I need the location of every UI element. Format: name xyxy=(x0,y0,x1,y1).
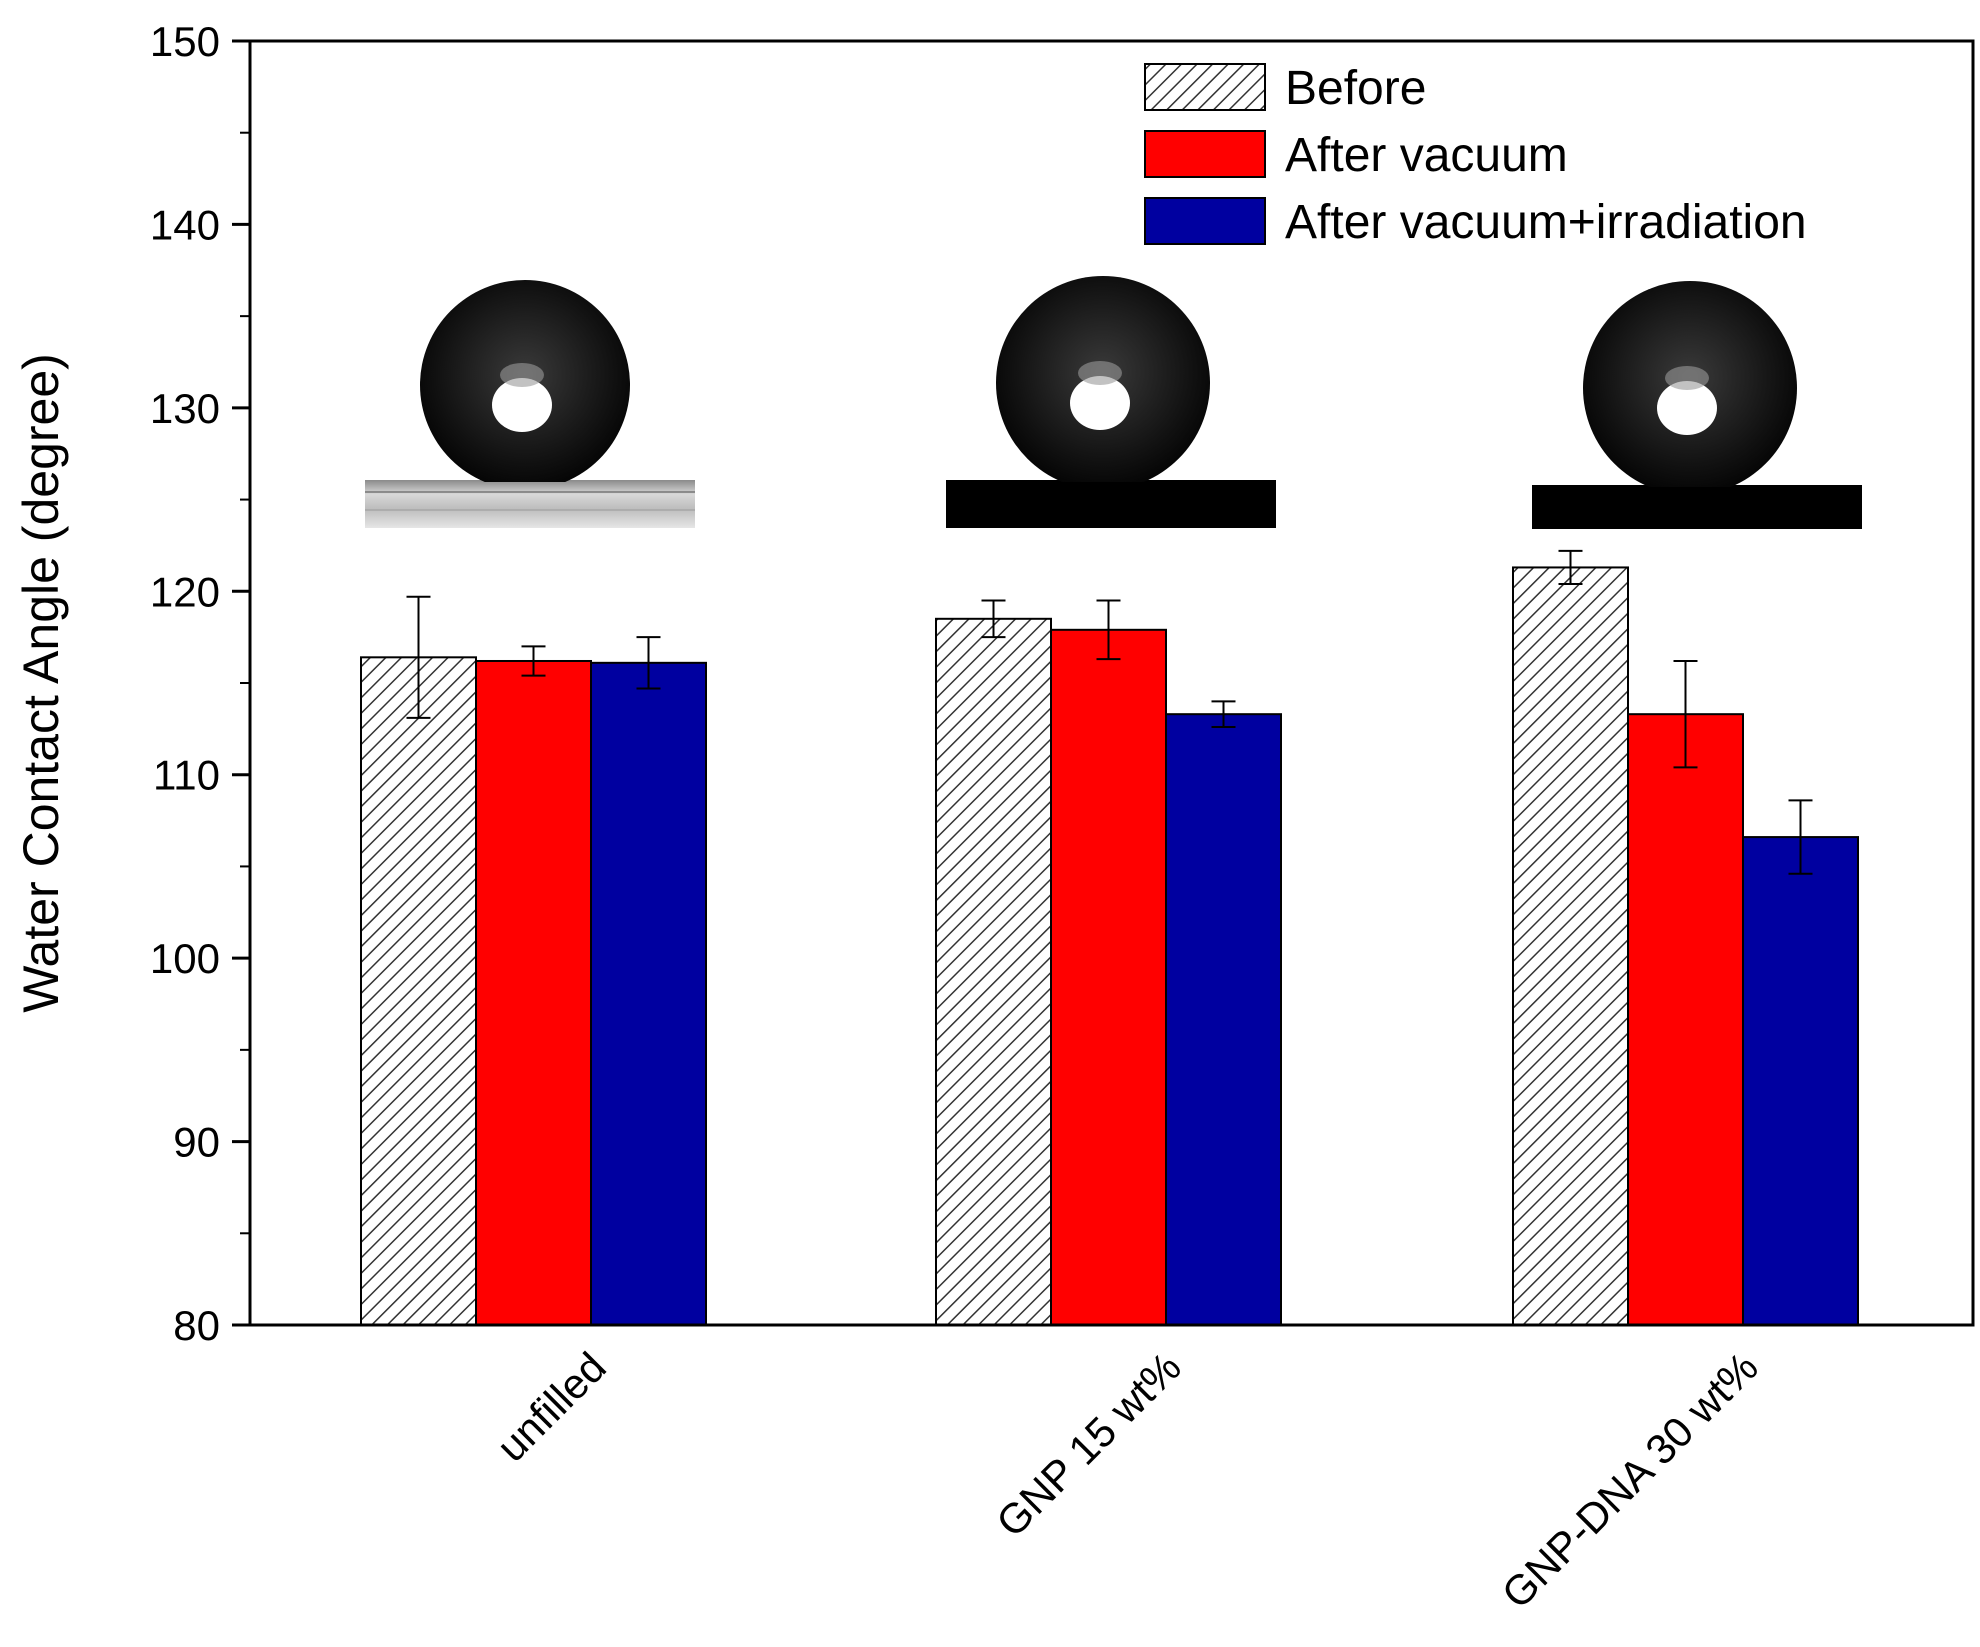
legend-label: After vacuum+irradiation xyxy=(1285,196,1807,249)
droplet-inset-2 xyxy=(1532,281,1862,529)
error-bar-1-0 xyxy=(521,645,546,677)
y-tick-label: 130 xyxy=(150,385,220,432)
droplet-reflection xyxy=(1665,366,1709,390)
droplet-highlight xyxy=(1657,381,1717,435)
y-tick-label: 110 xyxy=(153,752,220,799)
y-tick-label: 80 xyxy=(173,1302,220,1349)
category-label-1: GNP 15 wt% xyxy=(987,1343,1190,1546)
bar-1-2 xyxy=(1627,713,1744,1326)
substrate xyxy=(1532,485,1862,529)
error-bar-2-0 xyxy=(636,636,661,690)
legend-swatch xyxy=(1144,130,1266,178)
error-bar-0-0 xyxy=(406,595,431,719)
substrate xyxy=(365,480,695,528)
droplet-reflection xyxy=(500,363,544,387)
category-label-0: unfilled xyxy=(488,1343,615,1470)
legend-item-2: After vacuum+irradiation xyxy=(1144,196,1807,249)
y-tick-label: 100 xyxy=(150,935,220,982)
substrate xyxy=(946,480,1276,528)
legend-item-1: After vacuum xyxy=(1144,129,1568,182)
legend: Before After vacuum After vacuum+irradiati… xyxy=(1144,62,1807,249)
category-label-2: GNP-DNA 30 wt% xyxy=(1493,1343,1767,1617)
y-tick-label: 140 xyxy=(150,201,220,248)
bar-2-2 xyxy=(1742,836,1859,1327)
bar-2-1 xyxy=(1165,713,1282,1326)
y-tick-label: 120 xyxy=(150,568,220,615)
legend-label: Before xyxy=(1285,62,1426,115)
error-bar-0-2 xyxy=(1558,549,1583,585)
droplet-highlight xyxy=(1070,376,1130,430)
y-tick-label: 150 xyxy=(150,18,220,65)
legend-label: After vacuum xyxy=(1285,129,1568,182)
bars xyxy=(360,549,1859,1327)
error-bar-1-2 xyxy=(1673,659,1698,769)
legend-swatch xyxy=(1144,63,1266,111)
error-bar-0-1 xyxy=(981,599,1006,639)
droplet-highlight xyxy=(492,378,552,432)
bar-0-0 xyxy=(360,656,477,1326)
y-tick-label: 90 xyxy=(173,1119,220,1166)
y-axis-title: Water Contact Angle (degree) xyxy=(13,353,69,1013)
bar-0-2 xyxy=(1512,566,1629,1326)
droplet-insets xyxy=(365,276,1862,529)
droplet-inset-1 xyxy=(946,276,1276,528)
bar-2-0 xyxy=(590,661,707,1326)
error-bar-1-1 xyxy=(1096,599,1121,661)
error-bar-2-2 xyxy=(1788,799,1813,875)
legend-swatch xyxy=(1144,197,1266,245)
droplet-reflection xyxy=(1078,361,1122,385)
error-bar-2-1 xyxy=(1211,700,1236,729)
bar-0-1 xyxy=(935,617,1052,1326)
bar-1-1 xyxy=(1050,628,1167,1326)
bar-1-0 xyxy=(475,659,592,1326)
legend-item-0: Before xyxy=(1144,62,1426,115)
droplet-inset-0 xyxy=(365,280,695,528)
